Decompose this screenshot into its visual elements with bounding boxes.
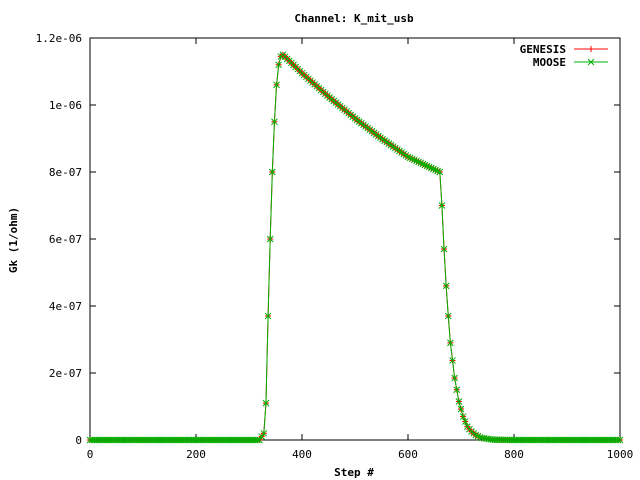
data-point-moose <box>260 429 268 437</box>
x-tick-label: 0 <box>87 448 94 461</box>
legend-label-moose: MOOSE <box>533 56 566 69</box>
data-point-moose <box>273 81 280 89</box>
data-point-moose <box>262 399 270 407</box>
data-point-moose <box>421 161 429 169</box>
data-point-moose <box>408 155 416 163</box>
data-point-moose <box>254 436 261 444</box>
data-point-moose <box>614 436 622 444</box>
x-tick-label: 1000 <box>607 448 634 461</box>
data-point-moose <box>275 61 283 69</box>
data-point-moose <box>427 164 435 172</box>
y-tick-label: 6e-07 <box>49 233 82 246</box>
data-point-moose <box>258 433 266 441</box>
x-tick-label: 400 <box>292 448 312 461</box>
data-point-moose <box>430 165 437 173</box>
data-point-moose <box>453 386 461 394</box>
data-point-moose <box>459 413 467 420</box>
data-point-moose <box>436 168 444 176</box>
data-point-moose <box>455 398 463 405</box>
series-layer <box>86 51 624 444</box>
y-tick-label: 0 <box>75 434 82 447</box>
data-point-moose <box>415 158 422 166</box>
y-tick-label: 1.2e-06 <box>36 32 82 45</box>
data-point-moose <box>256 436 263 444</box>
data-point-moose <box>472 431 480 439</box>
y-tick-label: 1e-06 <box>49 99 82 112</box>
data-point-moose <box>406 154 414 162</box>
data-point-moose <box>457 405 465 413</box>
data-point-moose <box>417 159 425 167</box>
legend-marker-moose <box>587 58 595 66</box>
data-point-moose <box>419 160 427 168</box>
data-point-moose <box>432 166 439 174</box>
data-point-moose <box>271 118 278 126</box>
x-axis-label: Step # <box>334 466 374 479</box>
data-point-moose <box>444 312 452 320</box>
series-genesis <box>87 51 623 443</box>
data-point-moose <box>451 374 458 382</box>
legend-label-genesis: GENESIS <box>520 43 566 56</box>
x-tick-label: 200 <box>186 448 206 461</box>
data-point-moose <box>413 157 420 165</box>
data-point-moose <box>447 339 454 347</box>
data-point-moose <box>434 167 442 175</box>
y-tick-label: 8e-07 <box>49 166 82 179</box>
x-tick-label: 600 <box>398 448 418 461</box>
data-point-moose <box>268 168 276 176</box>
data-point-moose <box>404 153 412 161</box>
data-point-moose <box>476 433 484 441</box>
data-point-moose <box>616 436 624 444</box>
series-line-moose <box>90 54 620 441</box>
chart-title: Channel: K_mit_usb <box>294 12 414 25</box>
data-point-moose <box>449 357 456 364</box>
data-point-moose <box>442 282 450 290</box>
series-line-genesis <box>90 54 620 441</box>
data-point-moose <box>440 245 448 253</box>
axis-ticks: 0 200 400 600 800 1000 0 2e-07 4e-07 6e-07 8e-07 1e… <box>36 32 634 461</box>
data-point-moose <box>423 162 431 170</box>
x-tick-label: 800 <box>504 448 524 461</box>
legend-marker-genesis <box>588 46 594 52</box>
data-point-moose <box>411 156 418 164</box>
series-moose <box>86 51 624 444</box>
data-point-moose <box>461 418 469 425</box>
data-point-moose <box>264 312 272 320</box>
y-tick-label: 4e-07 <box>49 300 82 313</box>
y-tick-label: 2e-07 <box>49 367 82 380</box>
data-point-moose <box>266 235 274 243</box>
plot-area-frame <box>89 37 621 441</box>
data-point-moose <box>438 202 446 209</box>
y-axis-label: Gk (1/ohm) <box>7 207 20 273</box>
data-point-moose <box>425 163 433 171</box>
